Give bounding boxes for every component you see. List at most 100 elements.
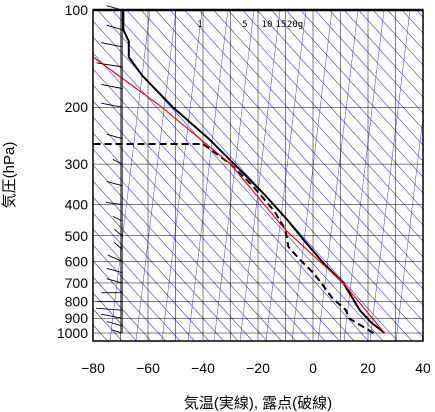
wind-barb <box>106 278 123 284</box>
mixing-ratio-label: 5 <box>242 20 247 30</box>
x-tick-labels: −80 −60 −40 −20 0 20 40 <box>81 360 431 376</box>
adiabat-line <box>155 10 423 306</box>
wind-barb <box>114 228 123 237</box>
background-lines <box>93 10 435 341</box>
y-tick-label: 500 <box>65 228 89 244</box>
x-tick-label: −60 <box>136 360 160 376</box>
y-tick-label: 400 <box>65 196 89 212</box>
adiabat-line <box>300 10 423 146</box>
wind-barb <box>106 133 123 139</box>
adiabat-line <box>198 10 423 258</box>
y-axis-title: 気圧(hPa) <box>1 142 18 209</box>
mixing-ratio-line <box>109 10 151 341</box>
adiabat-line <box>126 10 423 338</box>
y-tick-label: 200 <box>65 99 89 115</box>
y-tick-label: 800 <box>65 294 89 310</box>
wind-barbs <box>95 5 123 334</box>
adiabat-line <box>387 10 423 50</box>
adiabat-line <box>242 10 423 210</box>
mixing-ratio-line <box>161 10 203 341</box>
mixing-ratio-label: 1 <box>197 20 202 30</box>
adiabat-line <box>93 148 268 341</box>
mixing-ratio-line <box>291 10 333 341</box>
temperature-line <box>122 10 386 334</box>
mixing-ratio-labels: 1 5 10 15 20g <box>197 20 303 30</box>
x-tick-label: −40 <box>191 360 215 376</box>
adiabat-line <box>93 84 326 341</box>
adiabat-line <box>169 10 423 290</box>
mixing-ratio-line <box>265 10 307 341</box>
adiabat-line <box>213 10 423 242</box>
adiabat-line <box>93 164 253 341</box>
y-tick-label: 700 <box>65 275 89 291</box>
adiabat-line <box>93 132 282 341</box>
adiabat-line <box>227 10 423 226</box>
mixing-ratio-line <box>395 115 423 341</box>
mixing-ratio-label: 15 <box>276 20 287 30</box>
series-group <box>93 10 386 334</box>
adiabat-line <box>93 100 311 341</box>
wind-barb <box>112 158 123 165</box>
adiabat-line <box>358 10 423 82</box>
adiabat-line <box>184 10 423 274</box>
wind-barb <box>114 242 123 250</box>
adiabat-line <box>329 10 423 114</box>
adiabat-line <box>97 10 398 341</box>
adiabat-line <box>93 212 210 341</box>
adiabat-line <box>431 10 435 341</box>
adiabat-line <box>93 116 297 341</box>
adiabat-line <box>93 308 123 341</box>
y-tick-label: 1000 <box>57 325 88 341</box>
adiabat-line <box>256 10 423 194</box>
y-tick-label: 100 <box>65 2 89 18</box>
wind-barb <box>101 42 123 48</box>
adiabat-line <box>314 10 423 130</box>
adiabat-line <box>93 20 384 341</box>
adiabat-line <box>93 196 224 341</box>
wind-barb <box>111 329 123 334</box>
mixing-ratio-line <box>317 10 359 341</box>
x-tick-label: 0 <box>309 360 317 376</box>
adiabat-line <box>416 10 423 18</box>
adiabat-line <box>93 276 152 341</box>
wind-barb <box>112 215 123 222</box>
x-tick-label: 40 <box>415 360 431 376</box>
mixing-ratio-line <box>343 10 385 341</box>
x-tick-label: −80 <box>81 360 105 376</box>
y-tick-label: 900 <box>65 310 89 326</box>
adiabat-line <box>343 10 423 98</box>
wind-barb <box>106 24 123 31</box>
wind-barb <box>101 313 123 319</box>
mixing-ratio-line <box>239 10 281 341</box>
mixing-ratio-line <box>135 10 177 341</box>
x-axis-title: 気温(実線), 露点(破線) <box>184 395 332 412</box>
wind-barb <box>106 321 123 327</box>
wind-barb <box>106 267 123 274</box>
mixing-ratio-line <box>421 330 423 341</box>
adiabat-line <box>93 180 239 341</box>
wind-barb <box>101 83 123 89</box>
adiabat-line <box>111 10 413 341</box>
x-tick-label: 20 <box>360 360 376 376</box>
y-tick-label: 300 <box>65 156 89 172</box>
adiabat-line <box>93 260 166 341</box>
wind-barb <box>101 102 123 108</box>
adiabat-line <box>271 10 423 178</box>
adiabat-line <box>93 52 355 341</box>
mixing-ratio-line <box>213 10 255 341</box>
wind-barb <box>95 307 123 311</box>
wind-barb <box>96 62 123 68</box>
reference-line <box>93 56 385 334</box>
wind-barb <box>107 254 123 262</box>
mixing-ratio-line <box>369 10 411 341</box>
mixing-ratio-line <box>187 10 229 341</box>
adiabat-line <box>93 68 340 341</box>
x-tick-label: −20 <box>246 360 270 376</box>
wind-barb <box>105 202 123 205</box>
mixing-ratio-label: 10 <box>262 20 273 30</box>
adiabat-line <box>140 10 423 322</box>
y-tick-label: 600 <box>65 253 89 269</box>
adiabat-line <box>93 228 195 341</box>
